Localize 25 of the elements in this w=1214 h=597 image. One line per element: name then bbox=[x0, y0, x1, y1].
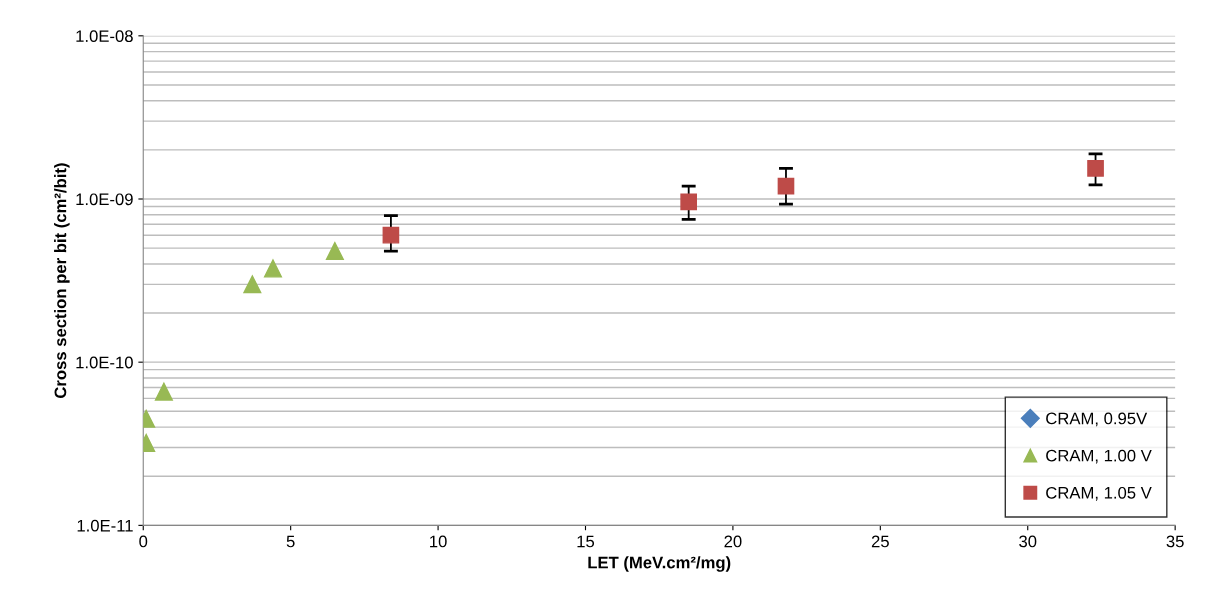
y-tick-label: 1.0E-08 bbox=[76, 30, 133, 43]
x-tick-label: 5 bbox=[286, 535, 295, 548]
legend-label: CRAM, 0.95V bbox=[1046, 412, 1148, 427]
x-tick-label: 30 bbox=[1019, 535, 1037, 548]
point bbox=[1087, 160, 1104, 177]
y-tick-label: 1.0E-09 bbox=[76, 193, 133, 206]
point bbox=[777, 177, 795, 195]
x-tick-label: 15 bbox=[577, 535, 595, 548]
x-tick-label: 35 bbox=[1166, 535, 1184, 548]
point bbox=[263, 259, 283, 278]
x-tick-label: 25 bbox=[871, 535, 889, 548]
point bbox=[325, 241, 344, 261]
x-tick-label: 10 bbox=[430, 535, 447, 548]
point bbox=[243, 275, 262, 294]
y-axis-title: Cross section per bit (cm²/bit) bbox=[54, 163, 70, 398]
point bbox=[154, 382, 173, 401]
y-tick-label: 1.0E-10 bbox=[76, 356, 133, 369]
point bbox=[382, 226, 400, 244]
y-tick-label: 1.0E-11 bbox=[77, 519, 133, 532]
x-tick-label: 0 bbox=[139, 535, 148, 548]
x-axis-title: LET (MeV.cm²/mg) bbox=[588, 556, 731, 572]
legend-label: CRAM, 1.05 V bbox=[1046, 486, 1152, 501]
point bbox=[680, 193, 698, 211]
x-tick-label: 20 bbox=[724, 535, 742, 548]
legend-label: CRAM, 1.00 V bbox=[1046, 449, 1152, 464]
